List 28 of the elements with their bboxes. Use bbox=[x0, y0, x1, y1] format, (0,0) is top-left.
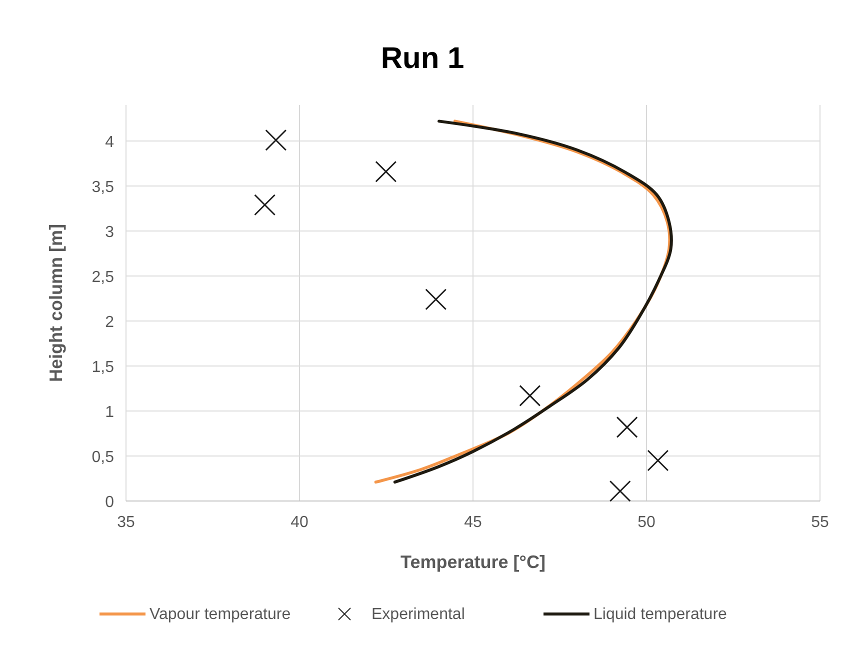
x-tick-label: 40 bbox=[290, 514, 308, 531]
legend-label: Vapour temperature bbox=[150, 606, 291, 623]
x-tick-label: 35 bbox=[117, 514, 135, 531]
y-tick-label: 4 bbox=[105, 134, 114, 151]
legend-label: Liquid temperature bbox=[594, 606, 728, 623]
y-tick-label: 3,5 bbox=[92, 179, 114, 196]
x-tick-label: 45 bbox=[464, 514, 482, 531]
point bbox=[647, 450, 669, 472]
y-tick-label: 0 bbox=[105, 494, 114, 511]
point bbox=[519, 384, 541, 406]
y-tick-label: 1,5 bbox=[92, 359, 114, 376]
point bbox=[265, 129, 287, 151]
point bbox=[425, 288, 447, 310]
point bbox=[616, 416, 638, 438]
x-tick-label: 50 bbox=[638, 514, 656, 531]
point bbox=[375, 160, 397, 182]
y-tick-label: 1 bbox=[105, 404, 114, 421]
legend-label: Experimental bbox=[372, 606, 465, 623]
x-axis-title: Temperature [°C] bbox=[400, 552, 546, 572]
chart-title: Run 1 bbox=[380, 42, 464, 75]
point bbox=[254, 194, 276, 216]
x-tick-label: 55 bbox=[811, 514, 829, 531]
y-tick-label: 3 bbox=[105, 224, 114, 241]
y-tick-label: 0,5 bbox=[92, 449, 114, 466]
y-tick-label: 2,5 bbox=[92, 269, 114, 286]
y-axis-title: Height column [m] bbox=[46, 224, 66, 382]
y-tick-label: 2 bbox=[105, 314, 114, 331]
point bbox=[609, 480, 631, 502]
